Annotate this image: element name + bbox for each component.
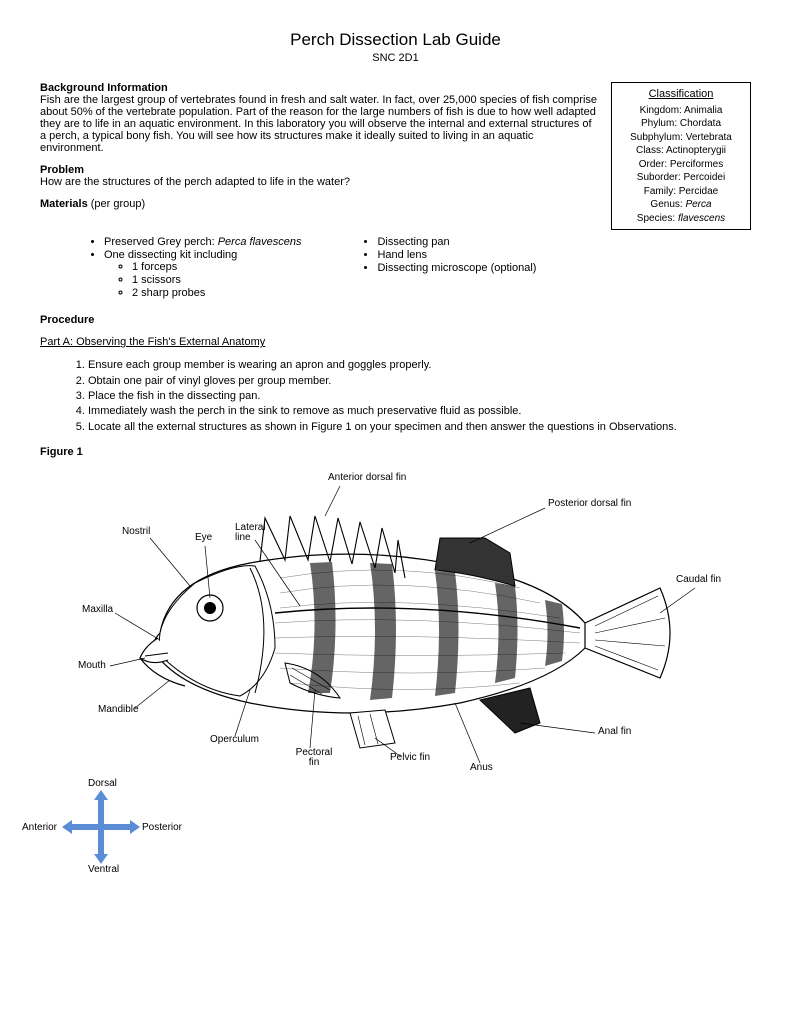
- compass-dorsal: Dorsal: [88, 778, 117, 789]
- material-subitem: 1 scissors: [132, 274, 301, 286]
- classification-line: Class: Actinopterygii: [620, 144, 742, 158]
- material-subitem: 1 forceps: [132, 261, 301, 273]
- classification-line: Order: Perciformes: [620, 158, 742, 172]
- label-lateral-line: Lateral line: [235, 523, 275, 544]
- main-column: Background Information Fish are the larg…: [40, 82, 599, 220]
- compass-anterior: Anterior: [22, 822, 57, 833]
- background-text: Fish are the largest group of vertebrate…: [40, 94, 597, 154]
- materials-columns: Preserved Grey perch: Perca flavescens O…: [88, 236, 751, 300]
- material-item: Preserved Grey perch: Perca flavescens: [104, 236, 301, 248]
- step-item: Place the fish in the dissecting pan.: [88, 389, 751, 403]
- materials-note: (per group): [88, 198, 145, 210]
- fish-diagram: [40, 468, 740, 778]
- material-item: Dissecting microscope (optional): [377, 262, 536, 274]
- label-nostril: Nostril: [122, 526, 150, 537]
- label-operculum: Operculum: [210, 734, 259, 745]
- procedure-steps: Ensure each group member is wearing an a…: [70, 358, 751, 433]
- figure-1: Anterior dorsal fin Posterior dorsal fin…: [40, 468, 740, 778]
- label-eye: Eye: [195, 532, 212, 543]
- material-item: Hand lens: [377, 249, 536, 261]
- material-subitem: 2 sharp probes: [132, 287, 301, 299]
- step-item: Obtain one pair of vinyl gloves per grou…: [88, 374, 751, 388]
- materials-right-list: Dissecting pan Hand lens Dissecting micr…: [361, 236, 536, 300]
- material-item: One dissecting kit including 1 forceps 1…: [104, 249, 301, 299]
- label-pelvic: Pelvic fin: [390, 752, 430, 763]
- materials-left-list: Preserved Grey perch: Perca flavescens O…: [88, 236, 301, 300]
- step-item: Locate all the external structures as sh…: [88, 420, 751, 434]
- page-title: Perch Dissection Lab Guide: [40, 30, 751, 50]
- label-anterior-dorsal: Anterior dorsal fin: [328, 472, 406, 483]
- classification-title: Classification: [620, 87, 742, 102]
- classification-species: Species: flavescens: [620, 212, 742, 226]
- label-maxilla: Maxilla: [82, 604, 113, 615]
- orientation-compass: Dorsal Ventral Anterior Posterior: [40, 782, 180, 872]
- label-anal: Anal fin: [598, 726, 631, 737]
- problem-heading: Problem: [40, 164, 84, 176]
- classification-box: Classification Kingdom: Animalia Phylum:…: [611, 82, 751, 230]
- label-anus: Anus: [470, 762, 493, 773]
- step-item: Ensure each group member is wearing an a…: [88, 358, 751, 372]
- compass-posterior: Posterior: [142, 822, 182, 833]
- classification-genus: Genus: Perca: [620, 198, 742, 212]
- label-pectoral: Pectoral fin: [290, 748, 338, 769]
- label-caudal: Caudal fin: [676, 574, 721, 585]
- figure-heading: Figure 1: [40, 446, 83, 458]
- classification-line: Suborder: Percoidei: [620, 171, 742, 185]
- procedure-heading: Procedure: [40, 314, 94, 326]
- classification-line: Kingdom: Animalia: [620, 104, 742, 118]
- classification-line: Family: Percidae: [620, 185, 742, 199]
- materials-heading: Materials: [40, 198, 88, 210]
- background-heading: Background Information: [40, 82, 168, 94]
- label-mouth: Mouth: [78, 660, 106, 671]
- classification-line: Phylum: Chordata: [620, 117, 742, 131]
- label-posterior-dorsal: Posterior dorsal fin: [548, 498, 631, 509]
- compass-ventral: Ventral: [88, 864, 119, 875]
- part-a-heading: Part A: Observing the Fish's External An…: [40, 336, 265, 348]
- material-item: Dissecting pan: [377, 236, 536, 248]
- label-mandible: Mandible: [98, 704, 139, 715]
- top-row: Background Information Fish are the larg…: [40, 82, 751, 230]
- classification-line: Subphylum: Vertebrata: [620, 131, 742, 145]
- problem-text: How are the structures of the perch adap…: [40, 176, 350, 188]
- page-subtitle: SNC 2D1: [40, 52, 751, 64]
- step-item: Immediately wash the perch in the sink t…: [88, 404, 751, 418]
